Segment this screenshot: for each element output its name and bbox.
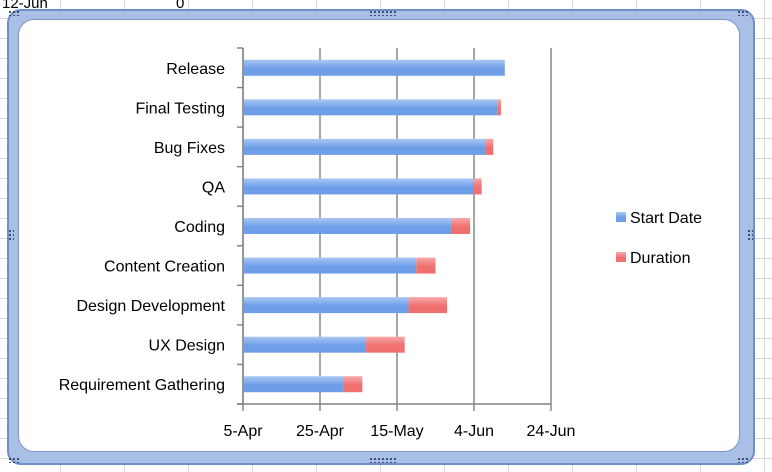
resize-handle-top[interactable] bbox=[369, 10, 397, 16]
x-tick-label: 25-Apr bbox=[296, 423, 345, 440]
resize-handle-bottom-right[interactable] bbox=[737, 457, 749, 463]
legend: Start Date Duration bbox=[616, 210, 702, 267]
sheet-cell-value: 0 bbox=[176, 0, 185, 12]
bar-start-date bbox=[244, 297, 409, 314]
axes: 5-Apr 25-Apr 15-May 4-Jun 24-Jun bbox=[223, 47, 576, 440]
bar-duration bbox=[485, 138, 494, 155]
category-label: Content Creation bbox=[104, 259, 225, 276]
bar-start-date bbox=[244, 178, 474, 195]
bar-start-date bbox=[244, 257, 417, 274]
legend-label: Duration bbox=[630, 250, 690, 267]
x-tick-label: 5-Apr bbox=[223, 423, 263, 440]
category-label: Coding bbox=[174, 219, 225, 236]
bar-duration bbox=[366, 336, 405, 353]
bar-start-date bbox=[244, 218, 451, 234]
resize-handle-bottom-left[interactable] bbox=[8, 457, 20, 463]
resize-handle-bottom[interactable] bbox=[369, 457, 397, 463]
category-label: Final Testing bbox=[135, 100, 225, 117]
bar-start-date bbox=[244, 336, 367, 353]
bar-start-date bbox=[244, 376, 344, 393]
resize-handle-top-left[interactable] bbox=[8, 10, 20, 16]
resize-handle-right[interactable] bbox=[747, 229, 753, 241]
bar-start-date bbox=[244, 59, 505, 76]
legend-swatch bbox=[616, 212, 626, 222]
x-tick-label: 4-Jun bbox=[454, 423, 494, 440]
bar-duration bbox=[497, 99, 501, 116]
x-tick-label: 24-Jun bbox=[527, 423, 576, 440]
resize-handle-top-right[interactable] bbox=[737, 10, 749, 16]
category-labels: Release Final Testing Bug Fixes QA Coding Con… bbox=[59, 61, 226, 394]
category-label: Requirement Gathering bbox=[59, 377, 225, 394]
legend-label: Start Date bbox=[630, 210, 702, 227]
category-label: UX Design bbox=[149, 338, 225, 355]
bar-duration bbox=[450, 218, 471, 234]
x-tick-label: 15-May bbox=[370, 423, 423, 440]
bar-duration bbox=[343, 376, 363, 393]
chart-area[interactable] bbox=[18, 19, 740, 452]
bar-duration bbox=[408, 297, 448, 314]
category-label: Bug Fixes bbox=[154, 140, 225, 157]
bar-start-date bbox=[244, 138, 486, 155]
category-label: QA bbox=[202, 179, 225, 196]
category-label: Release bbox=[166, 61, 225, 78]
legend-swatch bbox=[616, 252, 626, 262]
bar-start-date bbox=[244, 99, 498, 116]
bar-duration bbox=[474, 178, 482, 195]
resize-handle-left[interactable] bbox=[8, 229, 14, 241]
bar-duration bbox=[416, 257, 436, 274]
bars bbox=[244, 59, 505, 393]
category-label: Design Development bbox=[76, 298, 225, 315]
